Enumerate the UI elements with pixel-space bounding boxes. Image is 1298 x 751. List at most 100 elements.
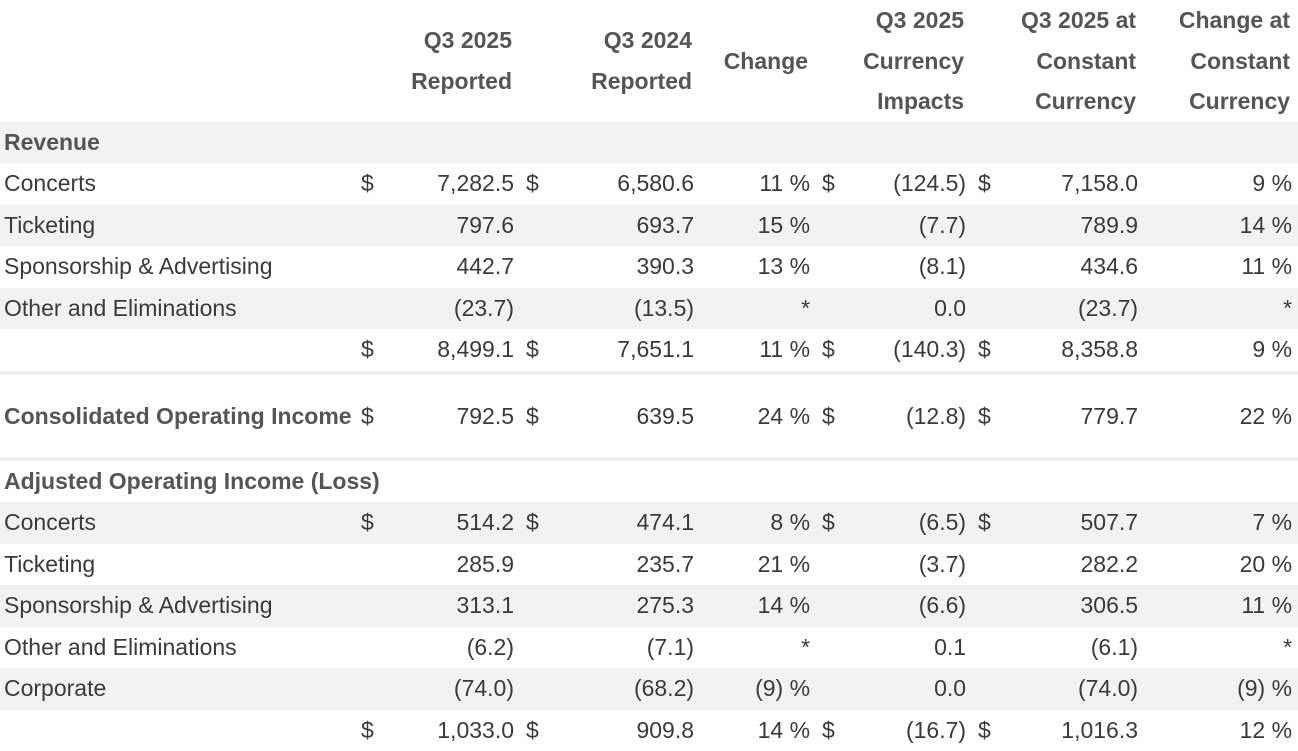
value-cell bbox=[816, 205, 841, 247]
header-line: Q3 2025 bbox=[424, 27, 512, 53]
currency-sign bbox=[520, 627, 550, 669]
currency-sign bbox=[520, 246, 550, 288]
value-cell: * bbox=[1144, 288, 1298, 330]
value-cell: 11 % bbox=[1144, 246, 1298, 288]
currency-sign: (140.3) bbox=[841, 329, 972, 373]
currency-sign: $ bbox=[520, 710, 550, 751]
currency-sign: (8.1) bbox=[841, 246, 972, 288]
value-cell: 11 % bbox=[1144, 585, 1298, 627]
value-cell: 792.5 bbox=[380, 373, 520, 459]
row-label: Other and Eliminations bbox=[0, 288, 355, 330]
row-label: Concerts bbox=[0, 163, 355, 205]
header-line: Q3 2025 at bbox=[1021, 7, 1136, 33]
value-cell: 12 % bbox=[1144, 710, 1298, 751]
currency-sign bbox=[355, 246, 380, 288]
currency-sign: $ bbox=[520, 373, 550, 459]
value-cell: 9 % bbox=[1144, 329, 1298, 373]
header-line: Currency bbox=[863, 48, 964, 74]
row-label bbox=[0, 329, 355, 373]
value-cell: 14 % bbox=[1144, 205, 1298, 247]
currency-sign bbox=[355, 627, 380, 669]
header-cell: Q3 2024 Reported bbox=[520, 0, 700, 122]
table-row: Corporate(74.0)(68.2)(9) %0.0(74.0)(9) % bbox=[0, 668, 1298, 710]
currency-sign: $ bbox=[520, 163, 550, 205]
value-cell: (68.2) bbox=[550, 668, 700, 710]
value-cell bbox=[972, 246, 1000, 288]
row-label: Ticketing bbox=[0, 205, 355, 247]
value-cell: 24 % bbox=[700, 373, 816, 459]
value-cell: (23.7) bbox=[380, 288, 520, 330]
value-cell: 9 % bbox=[1144, 163, 1298, 205]
header-line: Reported bbox=[411, 68, 512, 94]
currency-sign: (6.5) bbox=[841, 502, 972, 544]
value-cell bbox=[972, 205, 1000, 247]
row-label: Concerts bbox=[0, 502, 355, 544]
header-cell bbox=[0, 0, 355, 122]
currency-sign: 779.7 bbox=[1000, 373, 1144, 459]
currency-sign: 7,158.0 bbox=[1000, 163, 1144, 205]
currency-sign bbox=[355, 668, 380, 710]
value-cell: 474.1 bbox=[550, 502, 700, 544]
currency-sign: (23.7) bbox=[1000, 288, 1144, 330]
header-line: Change bbox=[724, 48, 808, 74]
value-cell bbox=[972, 544, 1000, 586]
currency-sign: $ bbox=[355, 502, 380, 544]
value-cell: 514.2 bbox=[380, 502, 520, 544]
value-cell: 7,651.1 bbox=[550, 329, 700, 373]
value-cell bbox=[816, 585, 841, 627]
value-cell: (7.1) bbox=[550, 627, 700, 669]
value-cell: $ bbox=[816, 502, 841, 544]
currency-sign bbox=[355, 585, 380, 627]
value-cell: 285.9 bbox=[380, 544, 520, 586]
value-cell: $ bbox=[972, 163, 1000, 205]
currency-sign: $ bbox=[520, 329, 550, 373]
value-cell: 11 % bbox=[700, 329, 816, 373]
value-cell: 15 % bbox=[700, 205, 816, 247]
value-cell: $ bbox=[972, 710, 1000, 751]
value-cell: 7 % bbox=[1144, 502, 1298, 544]
value-cell: 275.3 bbox=[550, 585, 700, 627]
currency-sign: (6.1) bbox=[1000, 627, 1144, 669]
row-label: Corporate bbox=[0, 668, 355, 710]
header-line: Reported bbox=[591, 68, 692, 94]
currency-sign bbox=[355, 288, 380, 330]
value-cell: 313.1 bbox=[380, 585, 520, 627]
header-line: Q3 2024 bbox=[604, 27, 692, 53]
value-cell: $ bbox=[816, 373, 841, 459]
value-cell: 7,282.5 bbox=[380, 163, 520, 205]
value-cell: 13 % bbox=[700, 246, 816, 288]
row-label: Other and Eliminations bbox=[0, 627, 355, 669]
value-cell: $ bbox=[816, 163, 841, 205]
value-cell: 235.7 bbox=[550, 544, 700, 586]
value-cell: $ bbox=[972, 329, 1000, 373]
currency-sign: 789.9 bbox=[1000, 205, 1144, 247]
currency-sign: 507.7 bbox=[1000, 502, 1144, 544]
currency-sign: 306.5 bbox=[1000, 585, 1144, 627]
table-row: Adjusted Operating Income (Loss) bbox=[0, 459, 1298, 503]
currency-sign bbox=[520, 205, 550, 247]
row-label: Sponsorship & Advertising bbox=[0, 246, 355, 288]
currency-sign bbox=[520, 668, 550, 710]
table-row: Other and Eliminations(23.7)(13.5)*0.0(2… bbox=[0, 288, 1298, 330]
currency-sign: 1,016.3 bbox=[1000, 710, 1144, 751]
currency-sign: (3.7) bbox=[841, 544, 972, 586]
header-cell: Q3 2025 Reported bbox=[355, 0, 520, 122]
value-cell: * bbox=[1144, 627, 1298, 669]
value-cell bbox=[816, 288, 841, 330]
currency-sign: $ bbox=[355, 163, 380, 205]
header-line: Currency bbox=[1189, 88, 1290, 114]
value-cell: 797.6 bbox=[380, 205, 520, 247]
currency-sign: 0.1 bbox=[841, 627, 972, 669]
table-row: Consolidated Operating Income$792.5$639.… bbox=[0, 373, 1298, 459]
currency-sign bbox=[520, 585, 550, 627]
value-cell bbox=[816, 544, 841, 586]
currency-sign: $ bbox=[520, 502, 550, 544]
table-row: Other and Eliminations(6.2)(7.1)*0.1(6.1… bbox=[0, 627, 1298, 669]
